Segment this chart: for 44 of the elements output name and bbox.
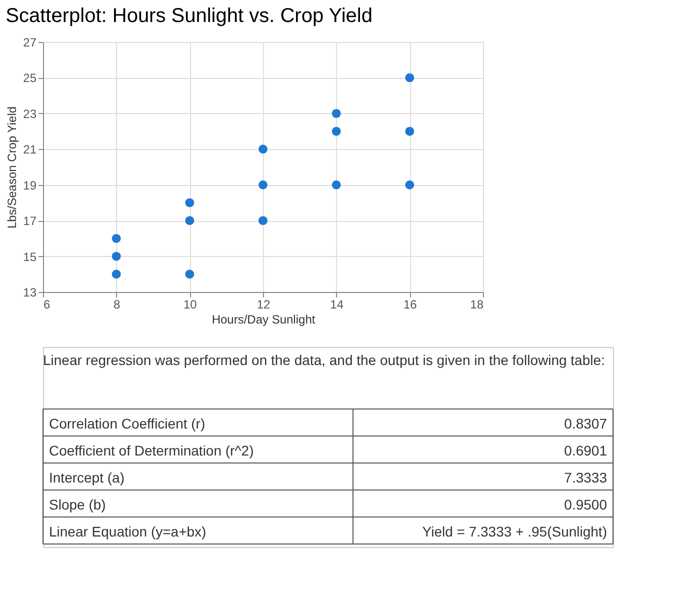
- x-tick-label: 6: [44, 298, 50, 312]
- y-tick-label: 13: [23, 286, 37, 300]
- y-tick-label: 25: [23, 71, 37, 86]
- x-tick-label: 10: [183, 298, 198, 312]
- text: Linear regression was performed on the data, and the output is given in the following table:: [43, 352, 605, 368]
- point: [112, 234, 121, 243]
- point: [405, 126, 414, 136]
- point: [332, 108, 341, 118]
- text: Intercept (a): [49, 470, 124, 486]
- point: [258, 180, 268, 190]
- x-tick-label: 12: [256, 298, 270, 312]
- x-tick-label: 14: [330, 298, 344, 312]
- y-tick-label: 17: [23, 214, 37, 228]
- y-tick-label: 23: [23, 106, 37, 121]
- point: [112, 252, 121, 261]
- point: [185, 270, 194, 279]
- y-tick-label: 15: [23, 250, 37, 264]
- point: [332, 126, 341, 136]
- text: Coefficient of Determination (r^2): [49, 442, 254, 458]
- point: [405, 180, 414, 190]
- text: Yield = 7.3333 + .95(Sunlight): [422, 524, 607, 540]
- y-tick-label: 19: [23, 178, 37, 192]
- point: [112, 270, 121, 279]
- y-axis-title: Lbs/Season Crop Yield: [5, 106, 20, 229]
- x-tick-label: 18: [470, 298, 484, 312]
- y-tick-label: 27: [23, 36, 37, 50]
- text: 0.6901: [564, 442, 608, 458]
- x-tick-label: 8: [113, 298, 120, 312]
- point: [185, 198, 194, 208]
- point: [332, 180, 341, 190]
- x-axis-title: Hours/Day Sunlight: [212, 312, 316, 326]
- text: 0.9500: [564, 496, 608, 512]
- text: 0.8307: [564, 416, 608, 432]
- point: [405, 73, 414, 82]
- text: Slope (b): [49, 496, 106, 512]
- chart-title: Scatterplot: Hours Sunlight vs. Crop Yield: [6, 5, 373, 27]
- text: Correlation Coefficient (r): [49, 416, 206, 432]
- x-tick-label: 16: [403, 298, 418, 312]
- y-tick-label: 21: [23, 142, 37, 157]
- text: Linear Equation (y=a+bx): [49, 524, 206, 540]
- point: [185, 216, 194, 226]
- point: [258, 216, 268, 226]
- text: 7.3333: [564, 470, 608, 486]
- point: [258, 144, 268, 154]
